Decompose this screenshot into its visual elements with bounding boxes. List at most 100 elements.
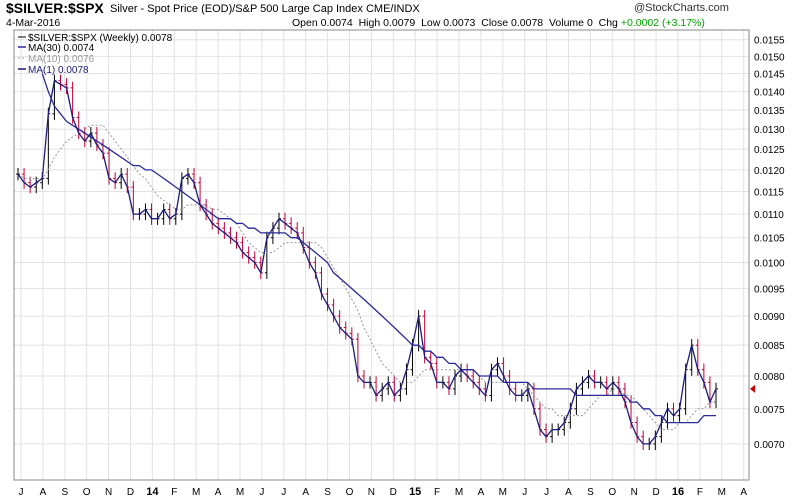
x-tick-label: S [61, 487, 68, 498]
legend: $SILVER:$SPX (Weekly) 0.0078 MA(30) 0.00… [18, 33, 173, 76]
open-label: Open [292, 17, 318, 29]
ohlc-bar [641, 430, 646, 451]
x-tick-label: O [83, 487, 91, 498]
legend-ma10-text: MA(10) 0.0076 [28, 54, 95, 65]
volume-value: 0 [586, 17, 593, 29]
ohlc-readout: Open 0.0074 High 0.0079 Low 0.0073 Close… [292, 17, 705, 29]
legend-ma30-text: MA(30) 0.0074 [28, 43, 95, 54]
volume-label: Volume [548, 17, 585, 29]
last-price-marker [750, 384, 755, 393]
x-tick-label: 16 [672, 486, 684, 498]
x-tick-label: J [259, 487, 264, 498]
x-tick-label: M [236, 487, 244, 498]
x-tick-label: J [522, 487, 527, 498]
y-tick-label: 0.0075 [754, 405, 785, 416]
ohlc-bar [343, 321, 348, 340]
y-tick-label: 0.0115 [754, 187, 784, 198]
y-tick-label: 0.0100 [754, 259, 785, 270]
grid-lines [14, 30, 749, 480]
ohlc-bar [513, 382, 518, 402]
ohlc-bar [665, 402, 670, 429]
ohlc-bar [216, 217, 221, 235]
x-tick-label: M [499, 487, 507, 498]
y-tick-label: 0.0090 [754, 312, 785, 323]
ohlc-bar [58, 74, 63, 91]
x-tick-label: J [281, 487, 286, 498]
y-tick-label: 0.0120 [754, 166, 785, 177]
x-tick-label: O [346, 487, 354, 498]
x-tick-label: J [19, 487, 24, 498]
y-tick-label: 0.0110 [754, 210, 784, 221]
chart-symbol: $SILVER:$SPX [6, 0, 104, 16]
x-tick-label: S [324, 487, 331, 498]
y-tick-label: 0.0150 [754, 52, 785, 63]
legend-ma1-text: MA(1) 0.0078 [28, 65, 89, 76]
x-tick-label: F [171, 487, 177, 498]
x-tick-label: M [455, 487, 463, 498]
x-tick-label: A [215, 487, 222, 498]
ma30-line [41, 73, 716, 424]
ohlc-bar [592, 369, 597, 389]
ohlc-bar [82, 127, 87, 148]
y-tick-label: 0.0135 [754, 106, 785, 117]
ohlc-bar [689, 339, 694, 376]
plot-frame [13, 29, 750, 481]
ohlc-bar [459, 363, 464, 383]
low-label: Low [421, 17, 441, 29]
high-value: 0.0079 [383, 17, 416, 29]
y-tick-label: 0.0070 [754, 440, 785, 451]
x-tick-label: S [587, 487, 594, 498]
chart-date: 4-Mar-2016 [6, 17, 61, 29]
chg-label: Chg [598, 17, 618, 29]
x-tick-label: F [434, 487, 440, 498]
close-value: 0.0078 [511, 17, 544, 29]
ohlc-bar [471, 369, 476, 389]
ohlc-bar [240, 236, 245, 259]
ohlc-bar [222, 222, 227, 240]
x-tick-label: D [127, 487, 134, 498]
ohlc-bar [34, 176, 39, 194]
high-label: High [358, 17, 381, 29]
y-tick-label: 0.0080 [754, 372, 785, 383]
close-label: Close [481, 17, 509, 29]
x-tick-label: F [697, 487, 703, 498]
ohlc-bar [544, 423, 549, 443]
x-tick-label: A [478, 487, 485, 498]
x-tick-label: N [368, 487, 375, 498]
x-tick-label: N [105, 487, 112, 498]
x-axis: J A S O N D 14 F M A M J J A S O N D 15 F M A M J J A S O N D 16 F M A [19, 486, 748, 498]
ohlc-bar [361, 369, 366, 389]
x-tick-label: 15 [409, 486, 421, 498]
ohlc-bar [604, 376, 609, 396]
x-tick-label: D [652, 487, 659, 498]
x-tick-label: M [192, 487, 200, 498]
stockcharts-logo: @StockCharts.com [634, 2, 729, 14]
y-axis: 0.0155 0.0150 0.0145 0.0140 0.0135 0.0130 0.01… [754, 36, 785, 451]
ohlc-bar [234, 231, 239, 249]
x-tick-label: N [631, 487, 638, 498]
x-tick-label: M [718, 487, 726, 498]
ohlc-bar [671, 402, 676, 422]
y-tick-label: 0.0140 [754, 87, 785, 98]
x-tick-label: A [565, 487, 572, 498]
y-tick-label: 0.0125 [754, 145, 785, 156]
ohlc-bar [337, 310, 342, 334]
ohlc-bar [289, 217, 294, 235]
ohlc-bar [580, 376, 585, 396]
y-tick-label: 0.0105 [754, 234, 785, 245]
x-tick-label: D [390, 487, 397, 498]
ohlc-bar [374, 376, 379, 402]
open-value: 0.0074 [320, 17, 353, 29]
y-tick-label: 0.0085 [754, 341, 785, 352]
ohlc-bar [276, 212, 281, 235]
ohlc-bar [380, 382, 385, 402]
chart-description: Silver - Spot Price (EOD)/S&P 500 Large … [110, 3, 420, 15]
y-tick-label: 0.0155 [754, 36, 785, 47]
ohlc-bar [610, 376, 615, 396]
x-tick-label: J [544, 487, 549, 498]
x-tick-label: A [40, 487, 47, 498]
low-value: 0.0073 [443, 17, 476, 29]
y-tick-label: 0.0130 [754, 125, 785, 136]
